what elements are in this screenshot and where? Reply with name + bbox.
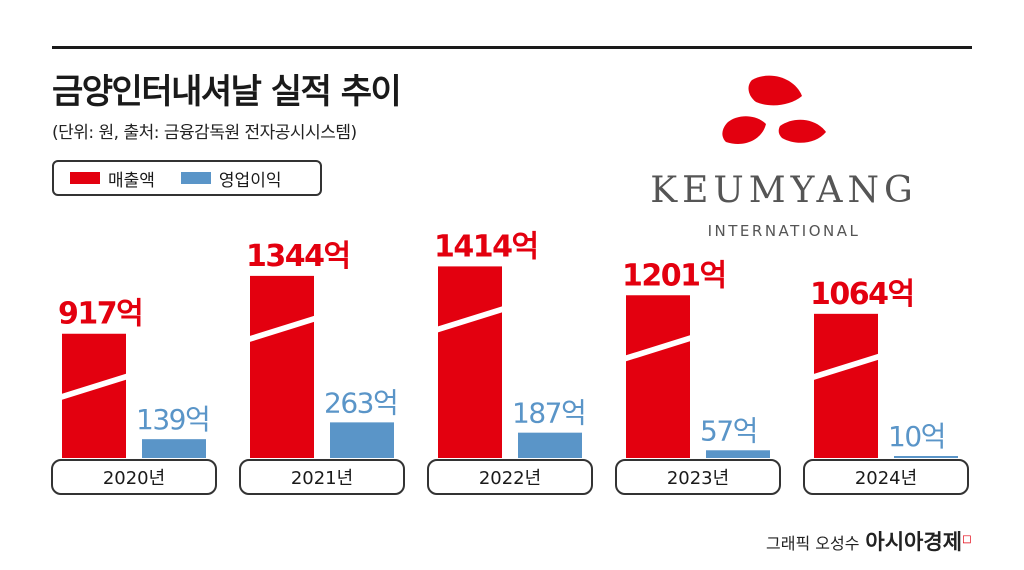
bar-break-mark [814, 353, 878, 380]
profit-bar [894, 456, 958, 458]
revenue-bar [250, 275, 314, 458]
revenue-value-label: 1201억 [622, 258, 726, 293]
legend-item-profit: 영업이익 [180, 166, 282, 191]
brand-mark-icon: ◻ [962, 531, 972, 546]
profit-value-label: 57억 [700, 414, 757, 447]
keumyang-logo-icon [722, 75, 826, 144]
x-tick-label: 2020년 [103, 468, 165, 489]
profit-value-label: 263억 [324, 386, 397, 419]
year-pill [615, 459, 781, 495]
bar-break-mark [250, 315, 314, 342]
profit-bar [706, 450, 770, 458]
logo-name: KEUMYANG [650, 170, 918, 211]
credit: 그래픽 오성수 아시아경제◻ [766, 526, 972, 556]
revenue-value-label: 917억 [58, 297, 142, 332]
bar-break-mark [626, 335, 690, 362]
credit-author: 그래픽 오성수 [766, 534, 860, 553]
logo-sub: INTERNATIONAL [707, 222, 861, 240]
top-rule [52, 46, 972, 49]
x-tick-label: 2024년 [855, 468, 917, 489]
profit-value-label: 10억 [888, 420, 945, 453]
legend-item-revenue: 매출액 [70, 166, 155, 191]
year-pill [803, 459, 969, 495]
x-tick-label: 2022년 [479, 468, 541, 489]
credit-brand: 아시아경제 [865, 530, 963, 554]
legend-swatch-revenue [70, 172, 100, 184]
legend-label-revenue: 매출액 [108, 170, 155, 191]
profit-bar [518, 432, 582, 458]
year-pill [51, 459, 217, 495]
profit-bar [330, 422, 394, 458]
legend: 매출액 영업이익 [52, 160, 322, 196]
year-pill [427, 459, 593, 495]
legend-label-profit: 영업이익 [218, 170, 282, 191]
profit-value-label: 187억 [512, 397, 585, 430]
x-tick-label: 2021년 [291, 468, 353, 489]
chart-subtitle: (단위: 원, 출처: 금융감독원 전자공시시스템) [52, 123, 357, 143]
revenue-value-label: 1064억 [810, 277, 914, 312]
revenue-bar [814, 313, 878, 458]
year-pill [239, 459, 405, 495]
bar-break-mark [438, 306, 502, 333]
x-tick-label: 2023년 [667, 468, 729, 489]
profit-value-label: 139억 [136, 403, 209, 436]
legend-swatch-profit [180, 172, 211, 184]
bar-break-mark [62, 373, 126, 400]
revenue-bar [438, 266, 502, 458]
revenue-value-label: 1414억 [434, 229, 538, 264]
revenue-value-label: 1344억 [246, 239, 350, 274]
chart-title: 금양인터내셔날 실적 추이 [52, 72, 402, 112]
revenue-bar [626, 295, 690, 458]
profit-bar [142, 439, 206, 458]
